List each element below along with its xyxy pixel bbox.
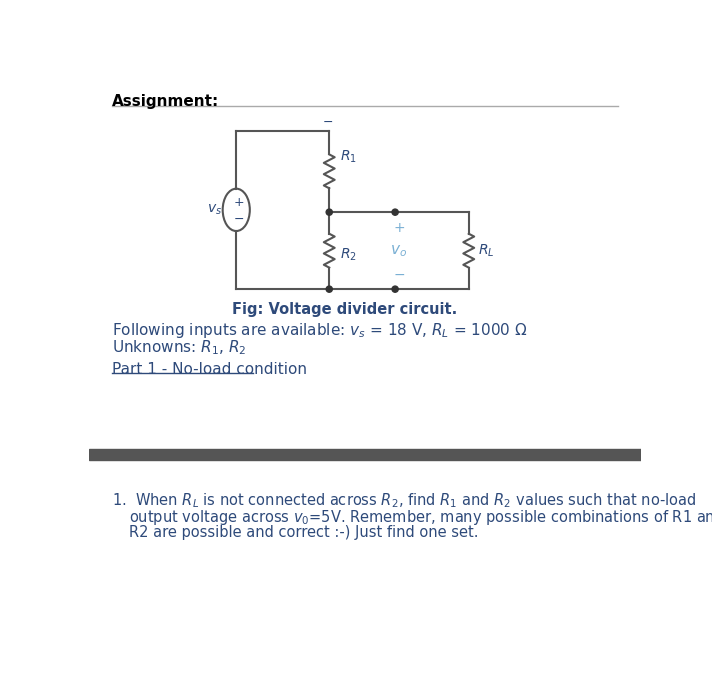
Text: Part 1 - No-load condition: Part 1 - No-load condition xyxy=(112,362,308,377)
Text: Assignment:: Assignment: xyxy=(112,95,219,109)
Text: R2 are possible and correct :-) Just find one set.: R2 are possible and correct :-) Just fin… xyxy=(130,525,478,540)
Text: Following inputs are available: $v_s$ = 18 V, $R_L$ = 1000 $\Omega$: Following inputs are available: $v_s$ = … xyxy=(112,322,528,340)
Text: +: + xyxy=(234,196,245,208)
Text: Fig: Voltage divider circuit.: Fig: Voltage divider circuit. xyxy=(232,302,457,317)
Text: −: − xyxy=(323,117,333,129)
Circle shape xyxy=(392,286,398,293)
Text: 1.  When $R_L$ is not connected across $R_2$, find $R_1$ and $R_2$ values such t: 1. When $R_L$ is not connected across $R… xyxy=(112,491,696,510)
Circle shape xyxy=(392,209,398,215)
Text: output voltage across $v_0$=5V. Remember, many possible combinations of R1 and: output voltage across $v_0$=5V. Remember… xyxy=(130,508,712,527)
Text: −: − xyxy=(393,268,405,282)
Text: $R_2$: $R_2$ xyxy=(340,246,357,263)
Text: $v_o$: $v_o$ xyxy=(390,243,407,259)
Text: $R_1$: $R_1$ xyxy=(340,148,357,165)
Circle shape xyxy=(326,286,333,293)
Text: $v_s$: $v_s$ xyxy=(207,203,222,217)
Text: $R_L$: $R_L$ xyxy=(478,242,495,259)
Bar xyxy=(89,449,641,460)
Circle shape xyxy=(326,209,333,215)
Text: +: + xyxy=(393,221,405,235)
Text: Unknowns: $R_1$, $R_2$: Unknowns: $R_1$, $R_2$ xyxy=(112,338,247,357)
Text: −: − xyxy=(234,213,245,226)
